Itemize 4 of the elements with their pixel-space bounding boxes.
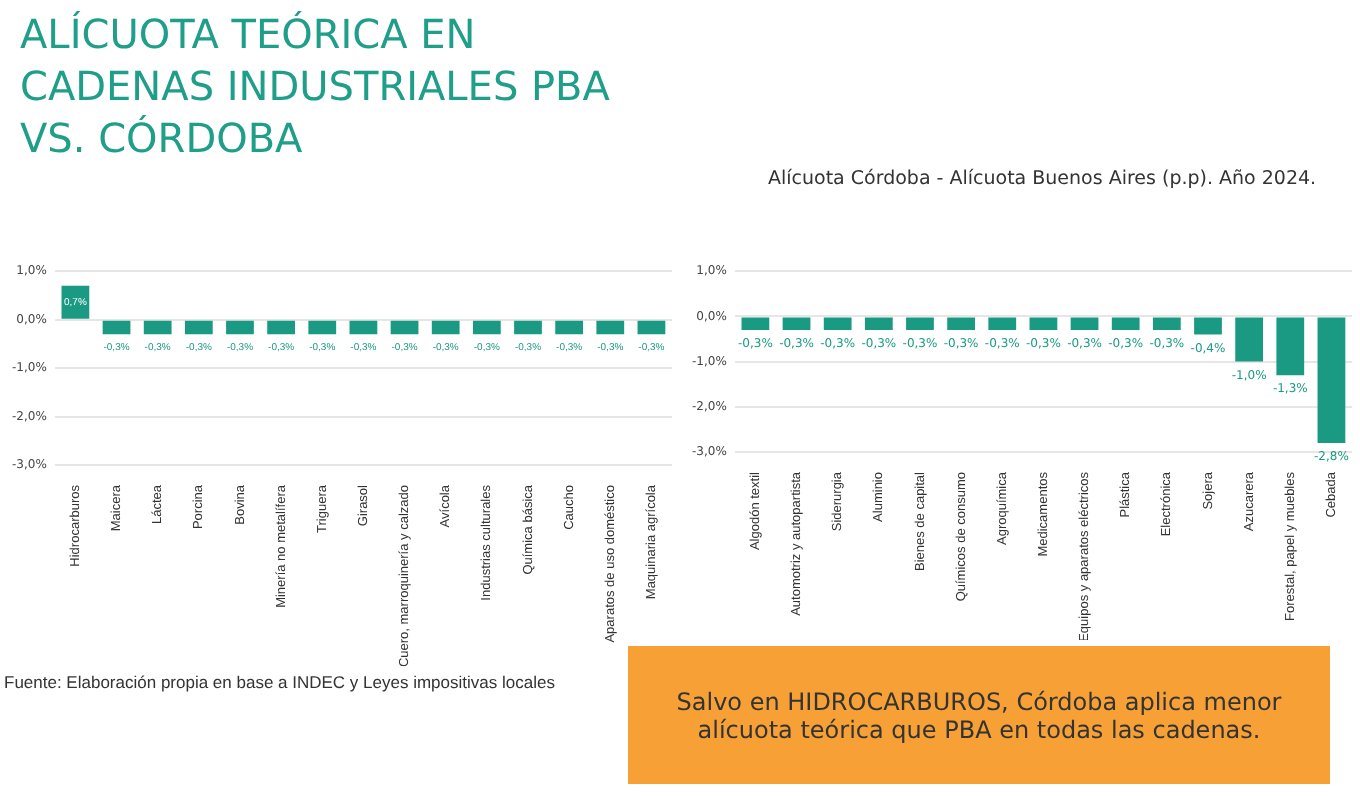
chart-title: ALÍCUOTA TEÓRICA EN CADENAS INDUSTRIALES PBA VS. CÓRDOBA — [20, 8, 610, 164]
source-note: Fuente: Elaboración propia en base a INDEC y Leyes impositivas locales — [4, 672, 557, 694]
text: Salvo en HIDROCARBUROS, Córdoba aplica menor alícuota teórica que PBA en todas las cadenas. — [628, 646, 1330, 784]
chart-subtitle: Alícuota Córdoba - Alícuota Buenos Aires (p.p). Año 2024. — [768, 168, 1317, 190]
